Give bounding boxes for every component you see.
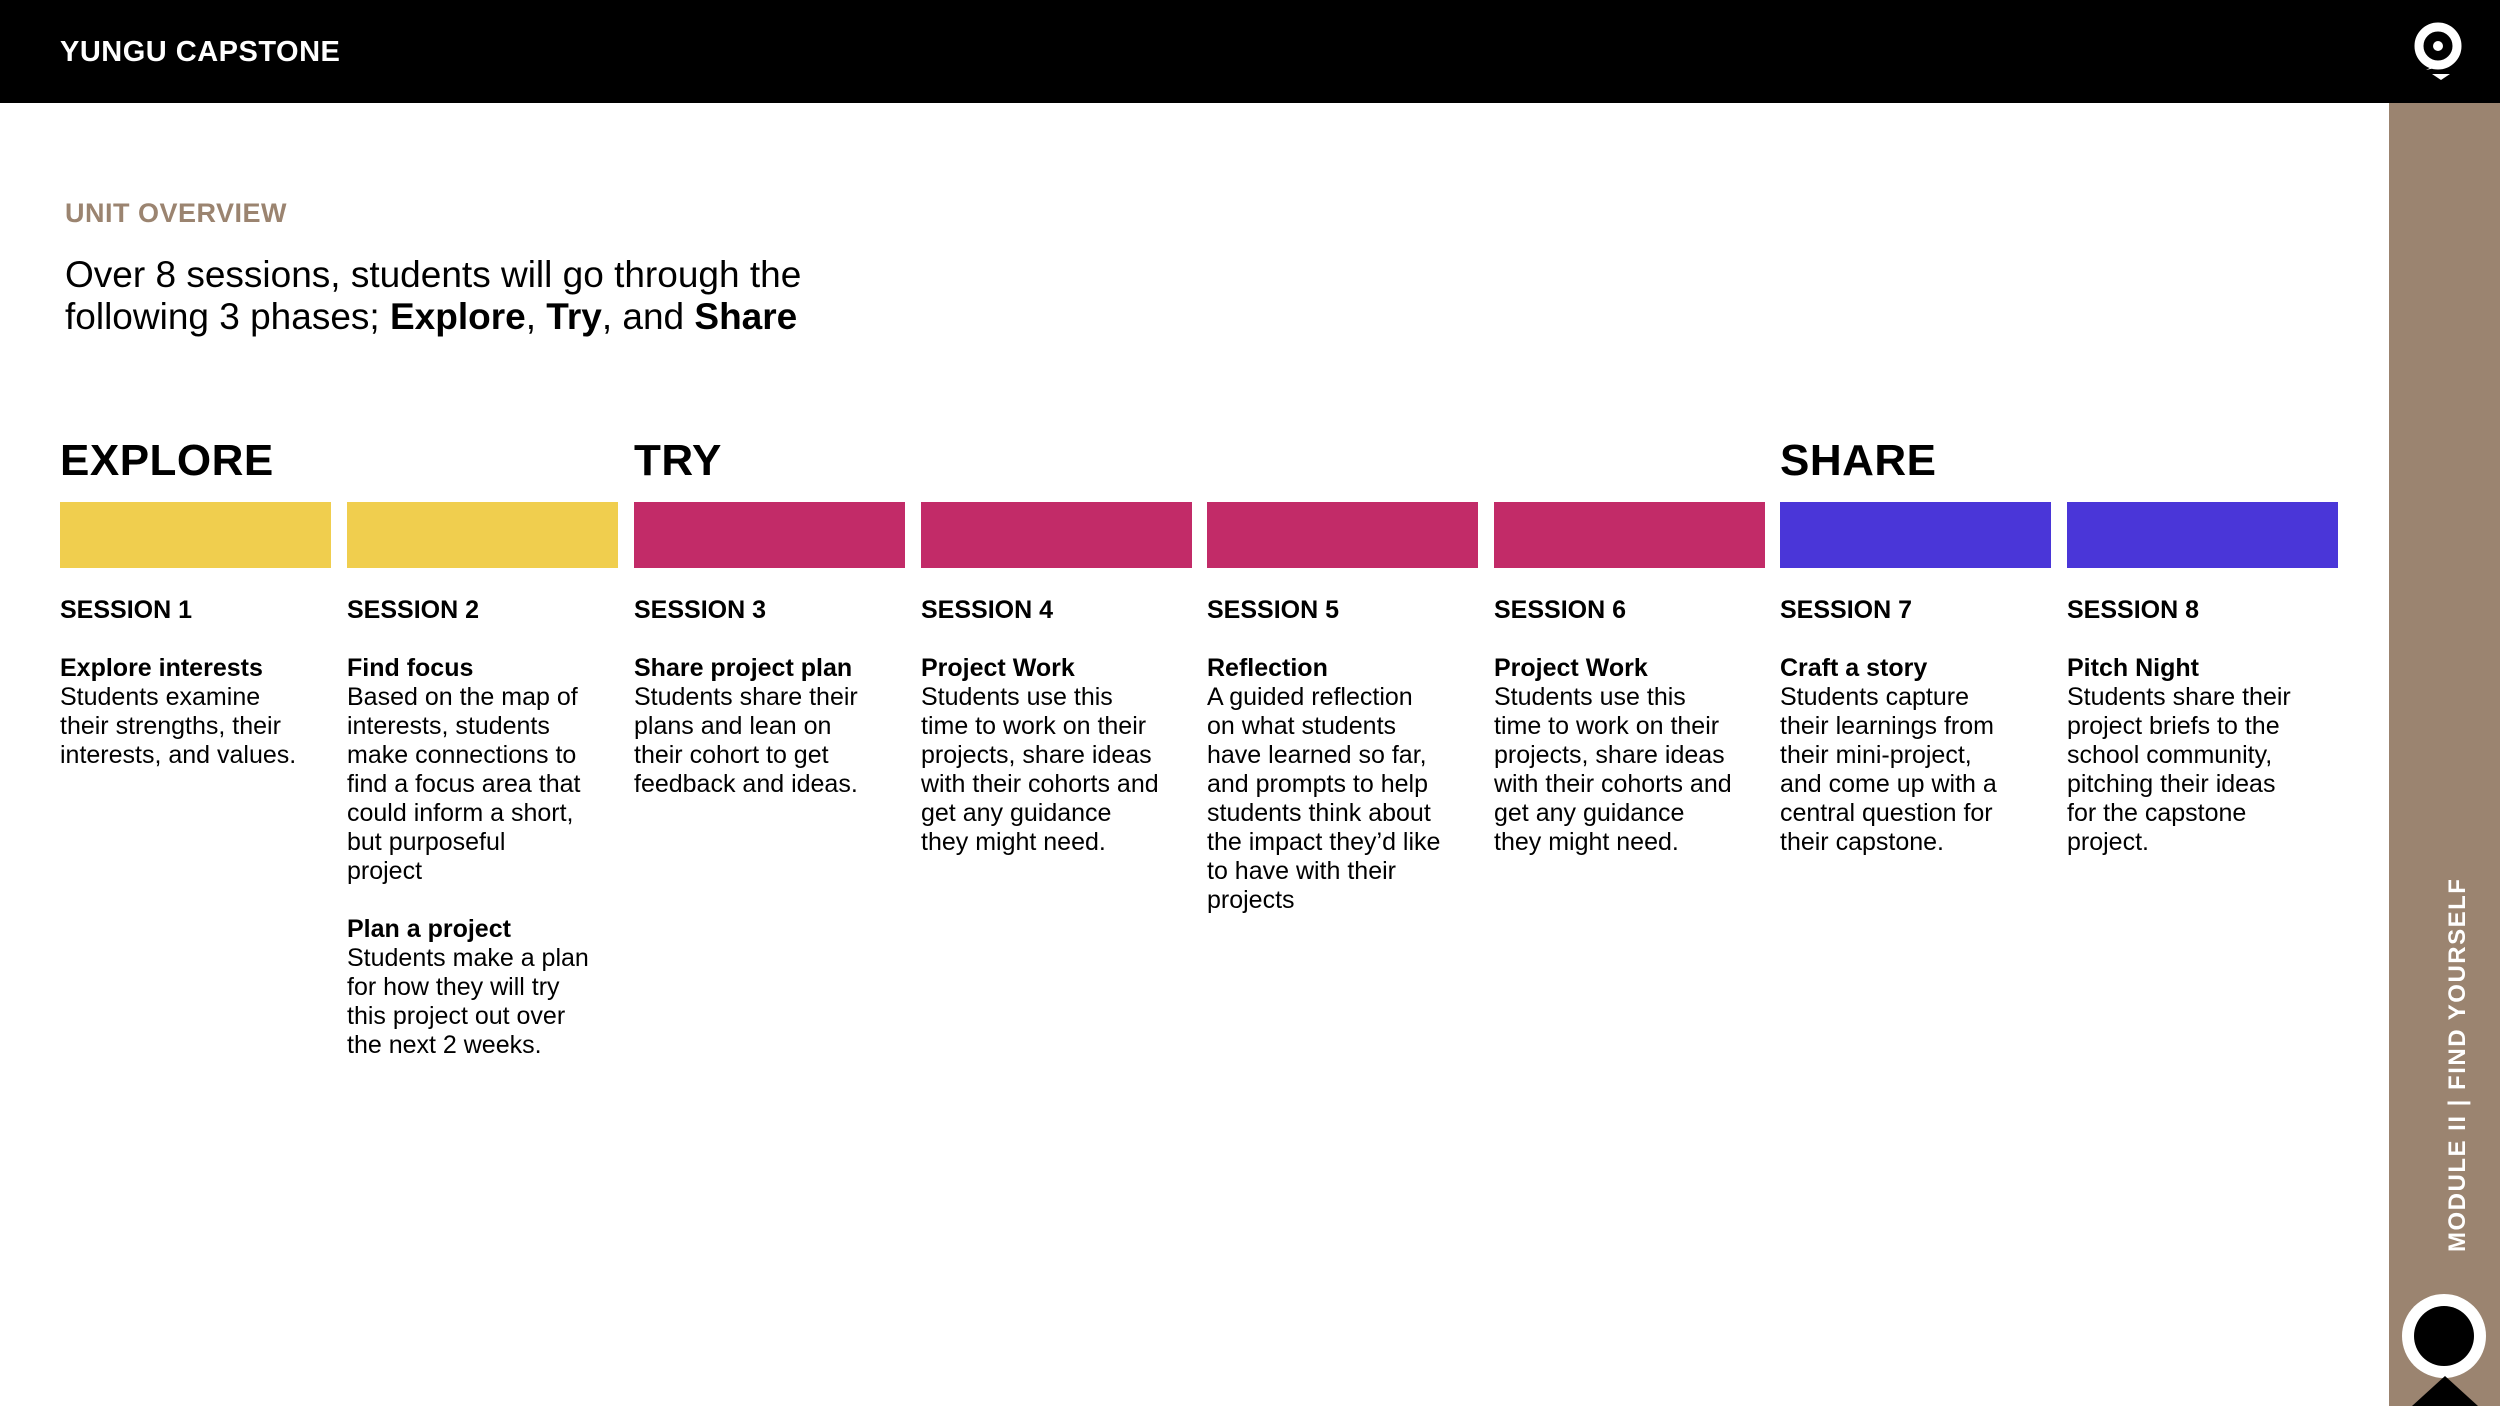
intro-sep1: ,: [525, 296, 547, 337]
session-4-label: SESSION 4: [921, 596, 1053, 624]
session-1-title: Explore interests: [60, 654, 263, 682]
session-2-label: SESSION 2: [347, 596, 479, 624]
session-6-title: Project Work: [1494, 654, 1648, 682]
session-7-title: Craft a story: [1780, 654, 1928, 682]
arrow-up-icon[interactable]: [2412, 1376, 2478, 1406]
session-column-8: SESSION 8 Pitch Night Students share the…: [2067, 502, 2338, 857]
unit-overview-heading: UNIT OVERVIEW: [65, 198, 288, 228]
session-5-title: Reflection: [1207, 654, 1328, 682]
session-4-desc: Students use this time to work on their …: [921, 683, 1159, 856]
logo-icon: [2414, 22, 2462, 80]
session-6-desc: Students use this time to work on their …: [1494, 683, 1732, 856]
session-4-bar: [921, 502, 1192, 568]
session-1-bar: [60, 502, 331, 568]
session-2-desc: Based on the map of interests, students …: [347, 683, 581, 885]
phase-try-heading: TRY: [634, 436, 722, 485]
session-column-7: SESSION 7 Craft a story Students capture…: [1780, 502, 2051, 857]
module-label: MODULE II | FIND YOURSELF: [2444, 877, 2471, 1252]
session-5-bar: [1207, 502, 1478, 568]
intro-prefix: following 3 phases;: [65, 296, 390, 337]
session-5-label: SESSION 5: [1207, 596, 1339, 624]
session-8-bar: [2067, 502, 2338, 568]
session-2-title: Find focus: [347, 654, 474, 682]
session-7-bar: [1780, 502, 2051, 568]
session-8-desc: Students share their project briefs to t…: [2067, 683, 2291, 856]
session-6-bar: [1494, 502, 1765, 568]
session-7-label: SESSION 7: [1780, 596, 1912, 624]
session-4-title: Project Work: [921, 654, 1075, 682]
session-column-5: SESSION 5 Reflection A guided reflection…: [1207, 502, 1478, 915]
session-1-desc: Students examine their strengths, their …: [60, 683, 297, 769]
session-column-1: SESSION 1 Explore interests Students exa…: [60, 502, 331, 770]
session-5-desc: A guided reflection on what students hav…: [1207, 683, 1441, 914]
phase-explore-heading: EXPLORE: [60, 436, 274, 485]
intro-text: Over 8 sessions, students will go throug…: [65, 254, 945, 338]
session-1-label: SESSION 1: [60, 596, 192, 624]
session-column-2: SESSION 2 Find focus Based on the map of…: [347, 502, 618, 1060]
session-3-desc: Students share their plans and lean on t…: [634, 683, 858, 798]
session-3-bar: [634, 502, 905, 568]
phase-share-heading: SHARE: [1780, 436, 1937, 485]
session-6-label: SESSION 6: [1494, 596, 1626, 624]
intro-try: Try: [546, 296, 602, 337]
circle-icon: [2402, 1294, 2486, 1378]
session-column-3: SESSION 3 Share project plan Students sh…: [634, 502, 905, 799]
session-2-title-2: Plan a project: [347, 915, 511, 943]
module-sidebar: [2389, 103, 2500, 1406]
brand-title: YUNGU CAPSTONE: [60, 36, 341, 68]
intro-line1: Over 8 sessions, students will go throug…: [65, 254, 802, 295]
intro-explore: Explore: [389, 296, 526, 337]
session-7-desc: Students capture their learnings from th…: [1780, 683, 1997, 856]
intro-sep2: , and: [601, 296, 695, 337]
intro-share: Share: [694, 296, 798, 337]
session-8-label: SESSION 8: [2067, 596, 2199, 624]
session-column-6: SESSION 6 Project Work Students use this…: [1494, 502, 1765, 857]
session-3-label: SESSION 3: [634, 596, 766, 624]
top-bar: YUNGU CAPSTONE: [0, 0, 2500, 103]
session-8-title: Pitch Night: [2067, 654, 2199, 682]
session-3-title: Share project plan: [634, 654, 853, 682]
session-column-4: SESSION 4 Project Work Students use this…: [921, 502, 1192, 857]
session-2-bar: [347, 502, 618, 568]
session-2-desc-2: Students make a plan for how they will t…: [347, 944, 589, 1059]
